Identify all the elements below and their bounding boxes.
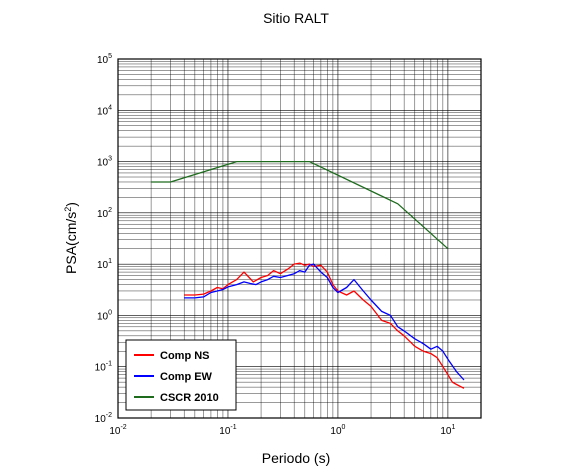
y-tick-label: 105 — [97, 53, 112, 66]
y-axis-label: PSA(cm/s2) — [63, 202, 79, 274]
legend-label-cscr-2010: CSCR 2010 — [160, 392, 219, 404]
x-axis-label: Periodo (s) — [262, 450, 330, 466]
series-comp-ew — [184, 263, 465, 381]
y-axis-label-sup: 2 — [63, 207, 73, 212]
y-tick-label: 10-1 — [95, 361, 112, 374]
y-tick-label: 10-2 — [95, 412, 112, 425]
series-cscr-2010 — [151, 160, 449, 250]
series-lines — [151, 160, 465, 389]
x-tick-label: 100 — [330, 424, 345, 437]
chart-title: Sitio RALT — [263, 10, 329, 26]
y-axis-ticks: 10-2 10-1 100 101 102 103 104 105 — [95, 53, 112, 425]
x-tick-label: 101 — [440, 424, 455, 437]
y-tick-label: 100 — [97, 309, 112, 322]
x-axis-ticks: 10-2 10-1 100 101 — [109, 424, 455, 437]
plot-frame — [117, 58, 482, 419]
legend-label-comp-ew: Comp EW — [160, 371, 213, 383]
legend: Comp NS Comp EW CSCR 2010 — [125, 339, 237, 411]
y-tick-label: 103 — [97, 156, 112, 169]
y-axis-label-base: PSA(cm/s — [63, 212, 79, 274]
series-comp-ns — [184, 262, 465, 389]
y-tick-label: 101 — [97, 258, 112, 271]
y-tick-label: 104 — [97, 104, 112, 117]
y-tick-label: 102 — [97, 207, 112, 220]
x-tick-label: 10-2 — [109, 424, 126, 437]
legend-label-comp-ns: Comp NS — [160, 350, 210, 362]
y-axis-label-close: ) — [63, 202, 79, 207]
plot-border — [117, 58, 482, 419]
x-tick-label: 10-1 — [219, 424, 236, 437]
